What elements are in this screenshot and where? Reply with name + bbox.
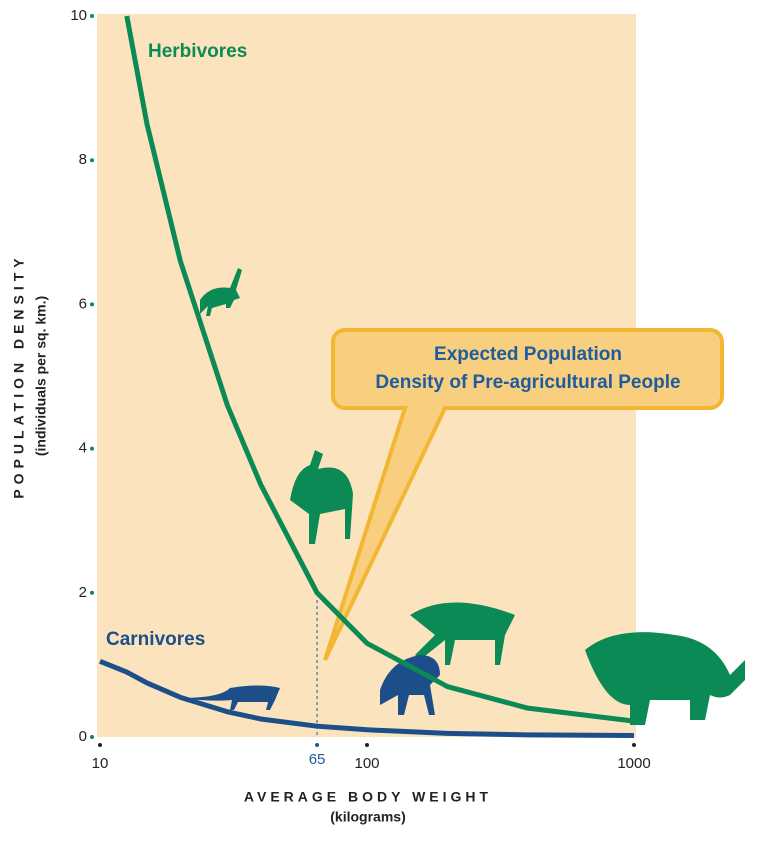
annotation: Density of Pre-agricultural People [375, 372, 680, 393]
y-tick-label: 2 [79, 584, 87, 601]
y-axis-subtitle: (individuals per sq. km.) [33, 296, 49, 456]
y-tick-label: 6 [79, 295, 87, 312]
y-tick [90, 302, 94, 307]
x-axis-title: AVERAGE BODY WEIGHT [244, 789, 492, 805]
animal-icons-carnivore [180, 655, 440, 715]
series-line [124, 15, 635, 724]
series-label: Carnivores [106, 629, 205, 650]
series-label: Herbivores [148, 41, 247, 62]
callout [323, 328, 724, 661]
x-tick-label: 1000 [617, 755, 650, 772]
y-tick-label: 10 [70, 7, 87, 24]
y-tick [90, 590, 94, 595]
marker-label: 65 [309, 751, 326, 768]
x-tick [632, 743, 636, 747]
x-axis-subtitle: (kilograms) [330, 809, 405, 825]
y-tick [90, 446, 94, 451]
x-tick [365, 743, 369, 747]
y-tick [90, 14, 94, 18]
annotation: Expected Population [434, 344, 622, 365]
y-tick-label: 0 [79, 728, 87, 745]
x-tick-label: 10 [92, 755, 109, 772]
y-tick-label: 4 [79, 440, 87, 457]
y-tick [90, 735, 94, 739]
y-tick [90, 158, 94, 163]
series-line [99, 658, 635, 739]
y-tick-label: 8 [79, 151, 87, 168]
animal-icons [200, 268, 745, 725]
x-tick [98, 743, 102, 747]
x-tick-label: 100 [354, 755, 379, 772]
marker-dot [315, 743, 320, 747]
y-axis-title: POPULATION DENSITY [11, 253, 27, 498]
